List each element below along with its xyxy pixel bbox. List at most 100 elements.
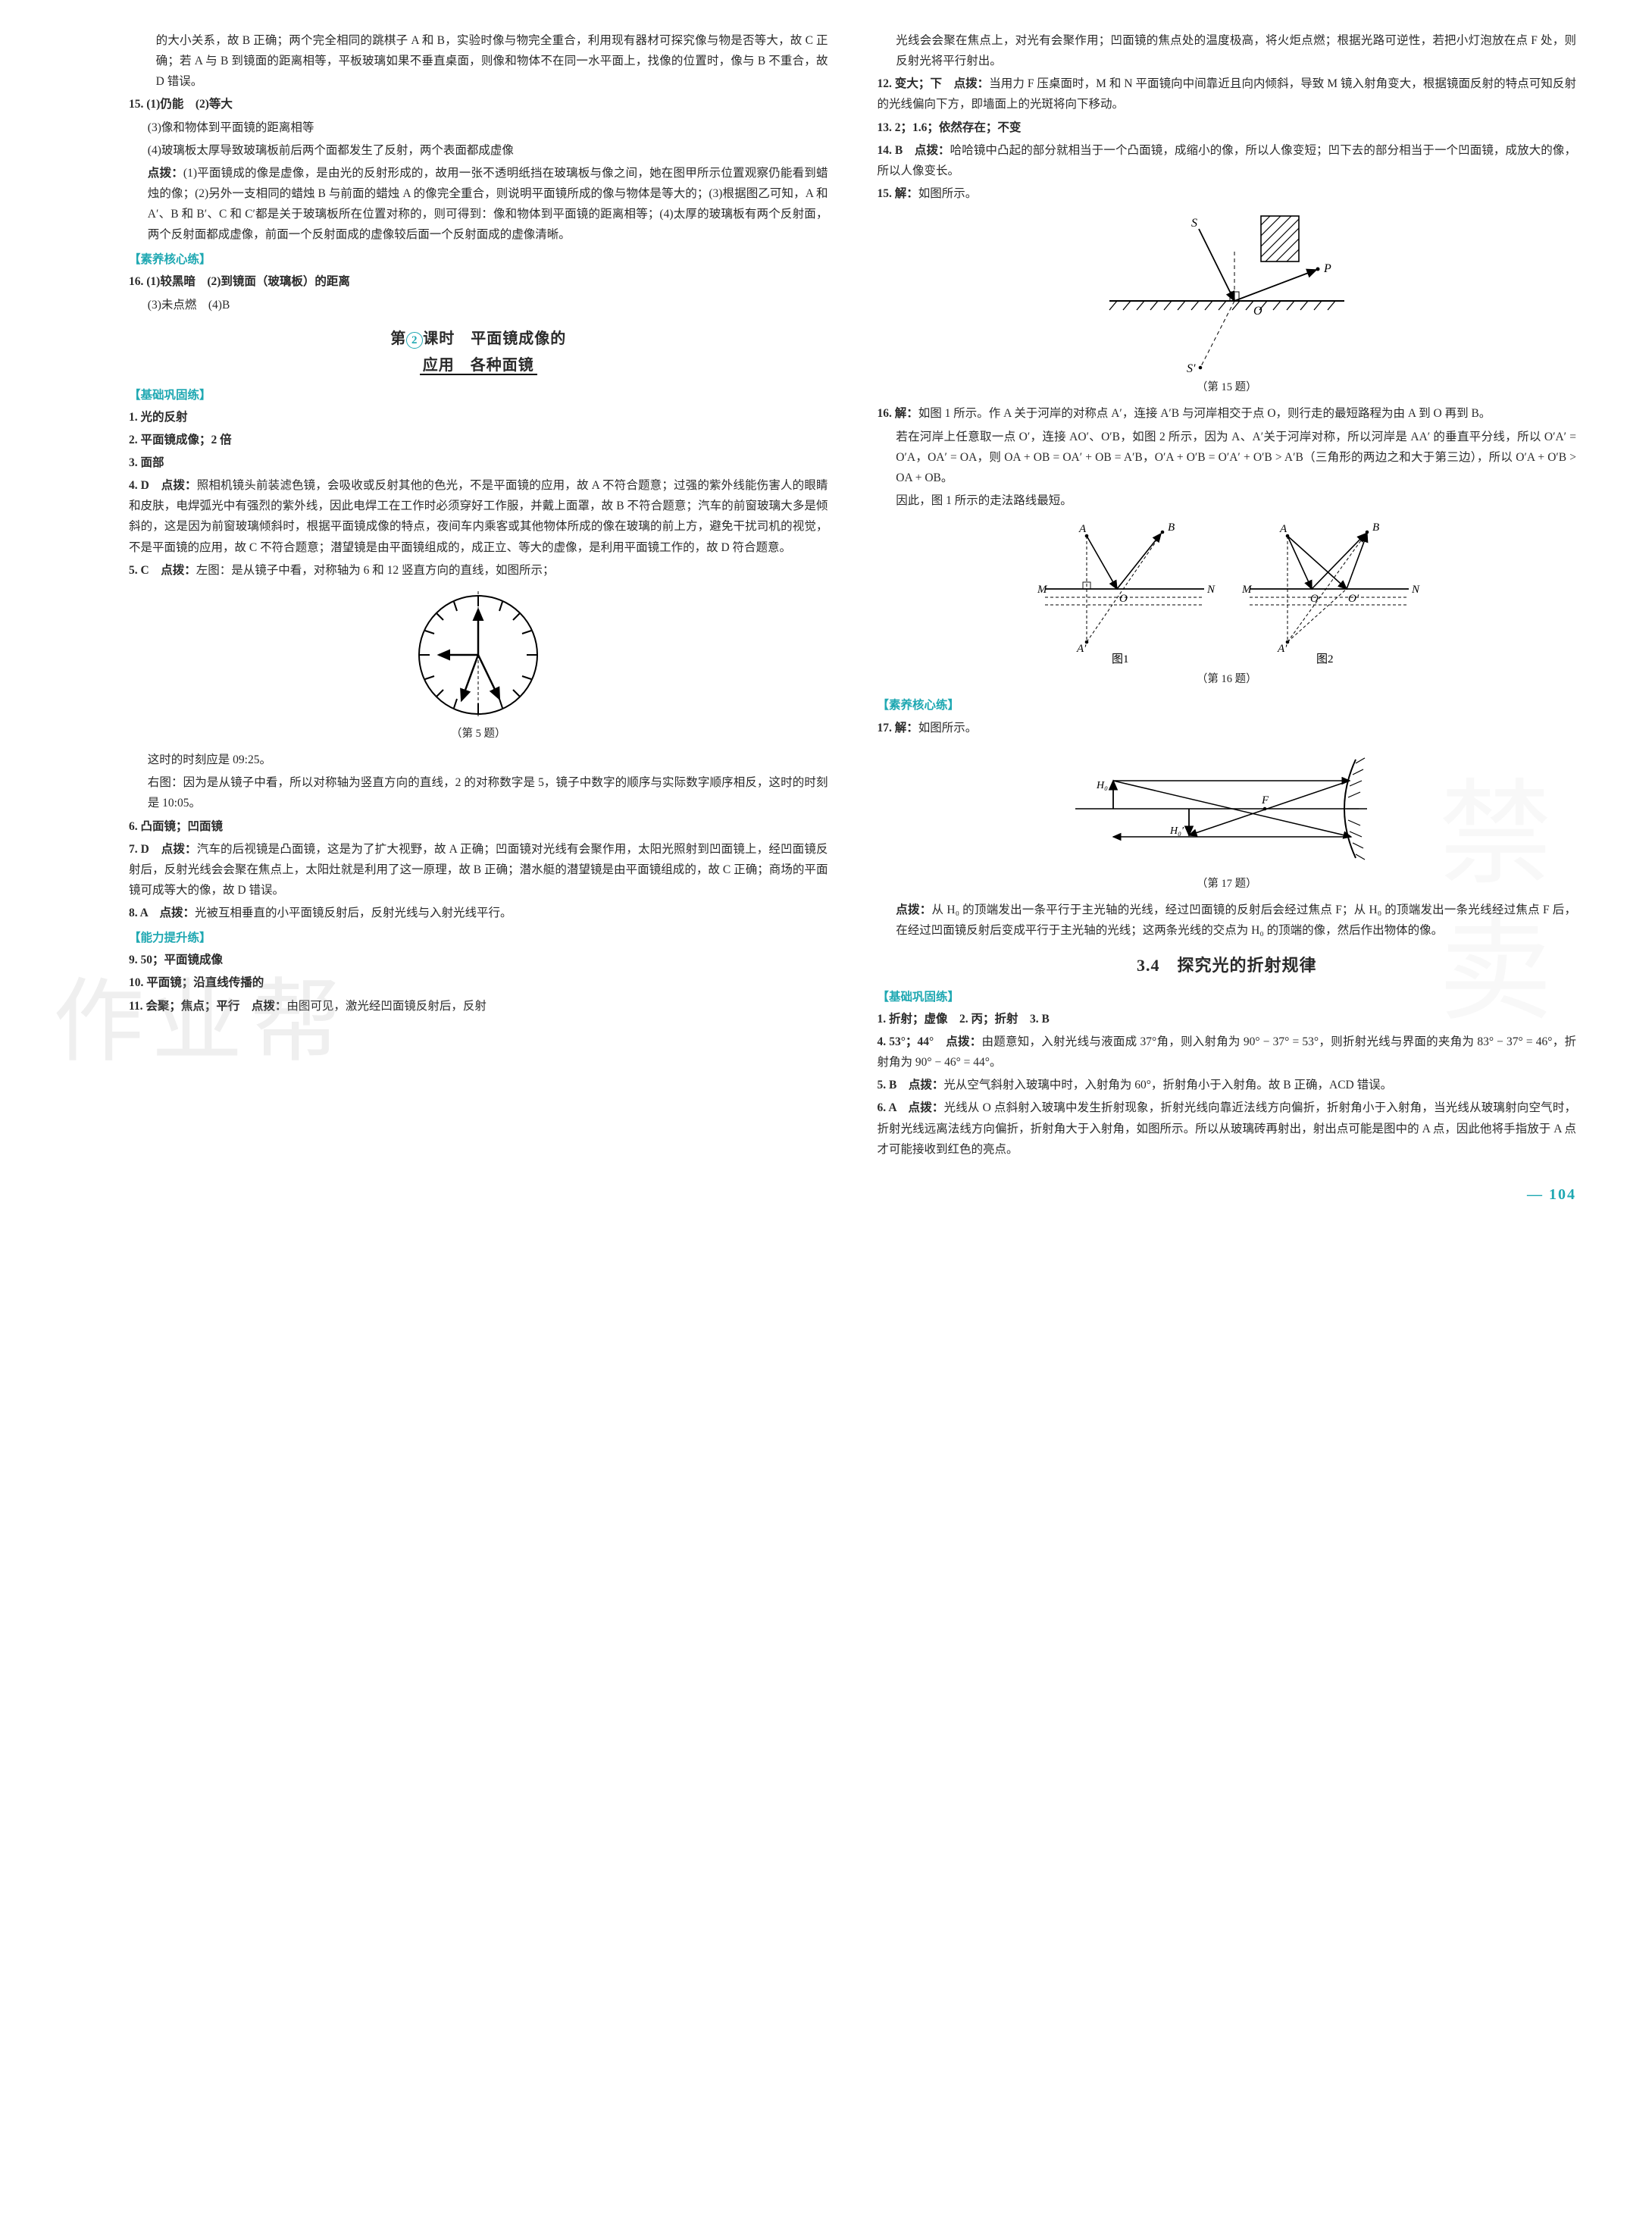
answer-10: 10. 平面镜；沿直线传播的	[129, 972, 828, 993]
answer-5b: 这时的时刻应是 09:25。	[129, 750, 828, 770]
answer-15-4: (4)玻璃板太厚导致玻璃板前后两个面都发生了反射，两个表面都成虚像	[129, 140, 828, 161]
text: 15. (1)仍能 (2)等大	[129, 98, 233, 111]
text: 10. 平面镜；沿直线传播的	[129, 976, 264, 989]
answer-6: 6. 凸面镜；凹面镜	[129, 816, 828, 837]
svg-text:F: F	[1261, 794, 1269, 806]
dianbo-label: 点拨：	[159, 907, 195, 919]
paragraph: 的大小关系，故 B 正确；两个完全相同的跳棋子 A 和 B，实验时像与物完全重合…	[129, 30, 828, 92]
circled-number-icon: 2	[406, 332, 423, 349]
answer-16a: 16. (1)较黑暗 (2)到镜面（玻璃板）的距离	[129, 271, 828, 292]
answer-15-1: 15. (1)仍能 (2)等大	[129, 94, 828, 114]
answer-12: 12. 变大；下 点拨：当用力 F 压桌面时，M 和 N 平面镜向中间靠近且向内…	[878, 74, 1577, 114]
text: 光被互相垂直的小平面镜反射后，反射光线与入射光线平行。	[195, 907, 512, 919]
text: 光从空气斜射入玻璃中时，入射角为 60°，折射角小于入射角。故 B 正确，ACD…	[943, 1079, 1392, 1091]
answer-d4: 4. 53°；44° 点拨：由题意知，入射光线与液面成 37°角，则入射角为 9…	[878, 1032, 1577, 1073]
fig15-svg: P S S′ O	[1102, 210, 1352, 377]
subhead-jichu-2: 【基础巩固练】	[878, 987, 1577, 1007]
subhead-suyang-2: 【素养核心练】	[878, 695, 1577, 716]
text: 哈哈镜中凸起的部分就相当于一个凸面镜，成缩小的像，所以人像变短；凹下去的部分相当…	[878, 144, 1576, 177]
title-part2: 课时 平面镜成像的	[423, 330, 566, 347]
dianbo-label: 点拨：	[161, 843, 197, 856]
text: 照相机镜头前装滤色镜，会吸收或反射其他的色光，不是平面镜的应用，故 A 不符合题…	[129, 479, 828, 553]
section-title-3-4: 3.4 探究光的折射规律	[878, 951, 1577, 981]
text: 16. (1)较黑暗 (2)到镜面（玻璃板）的距离	[129, 275, 350, 288]
text: 如图 1 所示。作 A 关于河岸的对称点 A′，连接 A′B 与河岸相交于点 O…	[918, 407, 1491, 420]
fig16-svg: M N A B O A′	[1030, 517, 1424, 669]
dianbo-label: 点拨：	[909, 1079, 944, 1091]
answer-5c: 右图：因为是从镜子中看，所以对称轴为竖直方向的直线，2 的对称数字是 5，镜子中…	[129, 772, 828, 813]
svg-text:O: O	[1253, 305, 1262, 318]
subhead-jichu-1: 【基础巩固练】	[129, 385, 828, 406]
answer-d5: 5. B 点拨：光从空气斜射入玻璃中时，入射角为 60°，折射角小于入射角。故 …	[878, 1075, 1577, 1095]
figure-17: F H₀ H₀′ （第 17 题）	[878, 744, 1577, 894]
dianbo-label: 点拨：	[946, 1035, 981, 1048]
two-column-layout: 的大小关系，故 B 正确；两个完全相同的跳棋子 A 和 B，实验时像与物完全重合…	[129, 30, 1576, 1162]
lead: 11. 会聚；焦点；平行	[129, 1000, 252, 1013]
text: 如图所示。	[918, 722, 978, 734]
title-part1: 第	[390, 330, 406, 347]
answer-9: 9. 50；平面镜成像	[129, 950, 828, 970]
text: 1. 光的反射	[129, 411, 188, 424]
answer-2: 2. 平面镜成像；2 倍	[129, 430, 828, 450]
section-title-lesson2: 第2课时 平面镜成像的 应用 各种面镜	[129, 326, 828, 379]
answer-4: 4. D 点拨：照相机镜头前装滤色镜，会吸收或反射其他的色光，不是平面镜的应用，…	[129, 475, 828, 558]
answer-11: 11. 会聚；焦点；平行 点拨：由图可见，激光经凹面镜反射后，反射	[129, 996, 828, 1016]
svg-text:H₀: H₀	[1096, 780, 1108, 791]
svg-text:O: O	[1119, 593, 1128, 605]
figure-17-caption: （第 17 题）	[878, 875, 1577, 894]
text: 3. 面部	[129, 456, 164, 469]
lead: 17. 解：	[878, 722, 918, 734]
subhead-suyang-1: 【素养核心练】	[129, 249, 828, 270]
svg-text:A′: A′	[1076, 643, 1087, 655]
lead: 4. D	[129, 479, 161, 492]
svg-text:N: N	[1206, 584, 1216, 596]
answer-15-dianbo: 点拨：(1)平面镜成的像是虚像，是由光的反射形成的，故用一张不透明纸挡在玻璃板与…	[129, 163, 828, 246]
dianbo-label: 点拨：	[161, 479, 197, 492]
answer-1: 1. 光的反射	[129, 407, 828, 427]
page-number-value: 104	[1549, 1186, 1576, 1203]
figure-15-caption: （第 15 题）	[878, 378, 1577, 397]
answer-15-3: (3)像和物体到平面镜的距离相等	[129, 117, 828, 138]
left-column: 的大小关系，故 B 正确；两个完全相同的跳棋子 A 和 B，实验时像与物完全重合…	[129, 30, 828, 1162]
answer-8: 8. A 点拨：光被互相垂直的小平面镜反射后，反射光线与入射光线平行。	[129, 903, 828, 923]
text: 由题意知，入射光线与液面成 37°角，则入射角为 90° − 37° = 53°…	[878, 1035, 1577, 1069]
svg-text:图1: 图1	[1112, 653, 1129, 666]
text: 光线从 O 点斜射入玻璃中发生折射现象，折射光线向靠近法线方向偏折，折射角小于入…	[878, 1101, 1577, 1155]
page-number: — 104	[129, 1182, 1576, 1208]
fig17-svg: F H₀ H₀′	[1068, 744, 1386, 873]
clock-svg	[410, 587, 546, 723]
figure-16-caption: （第 16 题）	[878, 670, 1577, 689]
lead: 6. A	[878, 1101, 909, 1114]
lead: 14. B	[878, 144, 915, 157]
answer-17: 17. 解：如图所示。	[878, 718, 1577, 738]
text: (1)平面镜成的像是虚像，是由光的反射形成的，故用一张不透明纸挡在玻璃板与像之间…	[148, 167, 828, 241]
figure-5-clock: （第 5 题）	[129, 587, 828, 744]
answer-3: 3. 面部	[129, 453, 828, 473]
svg-text:图2: 图2	[1316, 653, 1334, 666]
svg-text:A′: A′	[1277, 643, 1287, 655]
svg-text:H₀′: H₀′	[1169, 825, 1184, 837]
answer-16c: 因此，图 1 所示的走法路线最短。	[878, 490, 1577, 511]
figure-16: M N A B O A′	[878, 517, 1577, 689]
lead: 15. 解：	[878, 187, 918, 200]
answer-16a: 16. 解：如图 1 所示。作 A 关于河岸的对称点 A′，连接 A′B 与河岸…	[878, 403, 1577, 424]
answer-7: 7. D 点拨：汽车的后视镜是凸面镜，这是为了扩大视野，故 A 正确；凹面镜对光…	[129, 839, 828, 900]
answer-13: 13. 2；1.6；依然存在；不变	[878, 117, 1577, 138]
dianbo-label: 点拨：	[896, 904, 931, 916]
svg-text:M: M	[1241, 584, 1253, 596]
lead: 8. A	[129, 907, 159, 919]
text: 1. 折射；虚像 2. 丙；折射 3. B	[878, 1013, 1050, 1026]
lead: 5. B	[878, 1079, 909, 1091]
text: 2. 平面镜成像；2 倍	[129, 434, 232, 446]
svg-text:N: N	[1411, 584, 1420, 596]
text: 由图可见，激光经凹面镜反射后，反射	[286, 1000, 487, 1013]
svg-text:A: A	[1279, 523, 1287, 535]
svg-text:M: M	[1037, 584, 1048, 596]
answer-d6: 6. A 点拨：光线从 O 点斜射入玻璃中发生折射现象，折射光线向靠近法线方向偏…	[878, 1098, 1577, 1159]
svg-text:B: B	[1372, 521, 1379, 534]
answer-14: 14. B 点拨：哈哈镜中凸起的部分就相当于一个凸面镜，成缩小的像，所以人像变短…	[878, 140, 1577, 181]
text: 如图所示。	[918, 187, 978, 200]
answer-16b: (3)未点燃 (4)B	[129, 295, 828, 315]
figure-5-caption: （第 5 题）	[129, 725, 828, 744]
dianbo-label: 点拨：	[148, 167, 183, 180]
